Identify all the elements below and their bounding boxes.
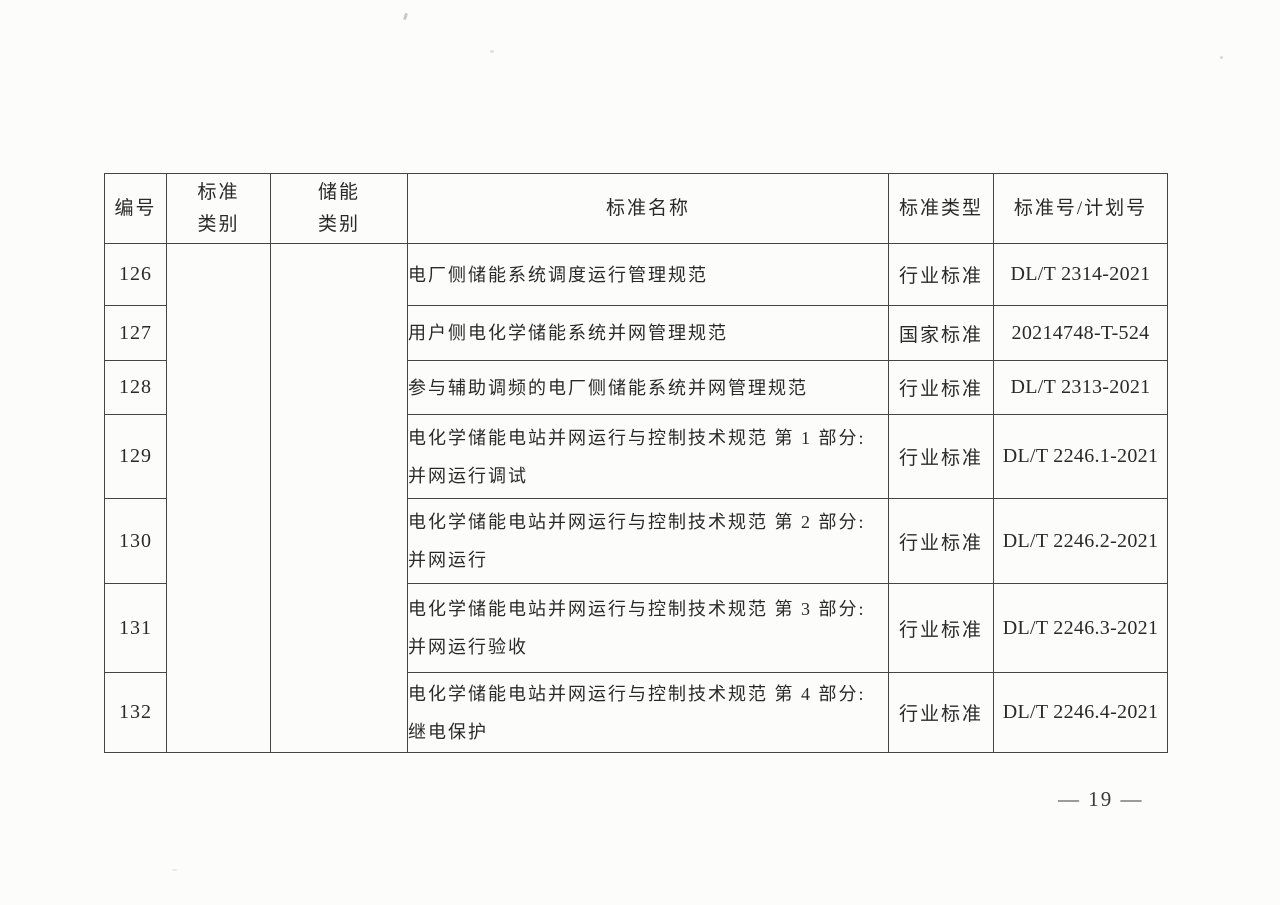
standards-table: 编号 标准 类别 储能 类别 标准名称 标准类型 标准号/计划号 126 电厂侧… xyxy=(104,173,1168,753)
cell-standard-code: DL/T 2246.2-2021 xyxy=(993,498,1168,584)
cell-standard-type: 行业标准 xyxy=(888,583,994,673)
scan-speck xyxy=(1220,56,1223,59)
table-row: 130 电化学储能电站并网运行与控制技术规范 第 2 部分: 并网运行 行业标准… xyxy=(104,498,1168,584)
cell-standard-type: 行业标准 xyxy=(888,243,994,306)
table-row: 132 电化学储能电站并网运行与控制技术规范 第 4 部分: 继电保护 行业标准… xyxy=(104,672,1168,753)
table-header-row: 编号 标准 类别 储能 类别 标准名称 标准类型 标准号/计划号 xyxy=(104,173,1168,244)
header-standard-category-label: 标准 类别 xyxy=(197,181,240,235)
cell-standard-type: 行业标准 xyxy=(888,498,994,584)
cell-standard-type: 行业标准 xyxy=(888,672,994,753)
cell-number: 131 xyxy=(104,583,167,673)
cell-standard-name: 电化学储能电站并网运行与控制技术规范 第 1 部分: 并网运行调试 xyxy=(407,414,889,499)
header-standard-type-label: 标准类型 xyxy=(898,197,983,219)
cell-standard-name: 参与辅助调频的电厂侧储能系统并网管理规范 xyxy=(407,360,889,415)
cell-standard-type: 国家标准 xyxy=(888,305,994,361)
header-standard-name: 标准名称 xyxy=(407,173,889,244)
scan-speck xyxy=(490,50,494,53)
cell-standard-code: 20214748-T-524 xyxy=(993,305,1168,361)
cell-standard-name: 电厂侧储能系统调度运行管理规范 xyxy=(407,243,889,306)
table-row: 131 电化学储能电站并网运行与控制技术规范 第 3 部分: 并网运行验收 行业… xyxy=(104,583,1168,673)
cell-number: 132 xyxy=(104,672,167,753)
table-row: 127 用户侧电化学储能系统并网管理规范 国家标准 20214748-T-524 xyxy=(104,305,1168,361)
cell-standard-code: DL/T 2313-2021 xyxy=(993,360,1168,415)
table-row: 128 参与辅助调频的电厂侧储能系统并网管理规范 行业标准 DL/T 2313-… xyxy=(104,360,1168,415)
cell-standard-name: 电化学储能电站并网运行与控制技术规范 第 3 部分: 并网运行验收 xyxy=(407,583,889,673)
table-row: 129 电化学储能电站并网运行与控制技术规范 第 1 部分: 并网运行调试 行业… xyxy=(104,414,1168,499)
header-number: 编号 xyxy=(104,173,167,244)
cell-storage-category-merged xyxy=(270,243,408,753)
cell-number: 126 xyxy=(104,243,167,306)
cell-standard-type: 行业标准 xyxy=(888,360,994,415)
cell-number: 130 xyxy=(104,498,167,584)
header-storage-category-label: 储能 类别 xyxy=(317,181,360,235)
cell-standard-name: 用户侧电化学储能系统并网管理规范 xyxy=(407,305,889,361)
cell-standard-category-merged xyxy=(166,243,271,753)
scan-speck xyxy=(402,12,409,21)
cell-standard-code: DL/T 2246.4-2021 xyxy=(993,672,1168,753)
header-standard-code-label: 标准号/计划号 xyxy=(1013,197,1148,219)
cell-standard-code: DL/T 2314-2021 xyxy=(993,243,1168,306)
cell-number: 127 xyxy=(104,305,167,361)
header-standard-name-label: 标准名称 xyxy=(605,197,690,219)
cell-standard-name: 电化学储能电站并网运行与控制技术规范 第 2 部分: 并网运行 xyxy=(407,498,889,584)
cell-standard-type: 行业标准 xyxy=(888,414,994,499)
header-storage-category: 储能 类别 xyxy=(270,173,408,244)
header-standard-type: 标准类型 xyxy=(888,173,994,244)
cell-standard-code: DL/T 2246.3-2021 xyxy=(993,583,1168,673)
header-number-label: 编号 xyxy=(114,197,157,219)
cell-standard-name: 电化学储能电站并网运行与控制技术规范 第 4 部分: 继电保护 xyxy=(407,672,889,753)
header-standard-code: 标准号/计划号 xyxy=(993,173,1168,244)
cell-standard-code: DL/T 2246.1-2021 xyxy=(993,414,1168,499)
header-standard-category: 标准 类别 xyxy=(166,173,271,244)
table-row: 126 电厂侧储能系统调度运行管理规范 行业标准 DL/T 2314-2021 xyxy=(104,243,1168,753)
page-number: — 19 — xyxy=(1058,787,1144,811)
cell-number: 128 xyxy=(104,360,167,415)
cell-number: 129 xyxy=(104,414,167,499)
scan-speck xyxy=(172,869,177,871)
